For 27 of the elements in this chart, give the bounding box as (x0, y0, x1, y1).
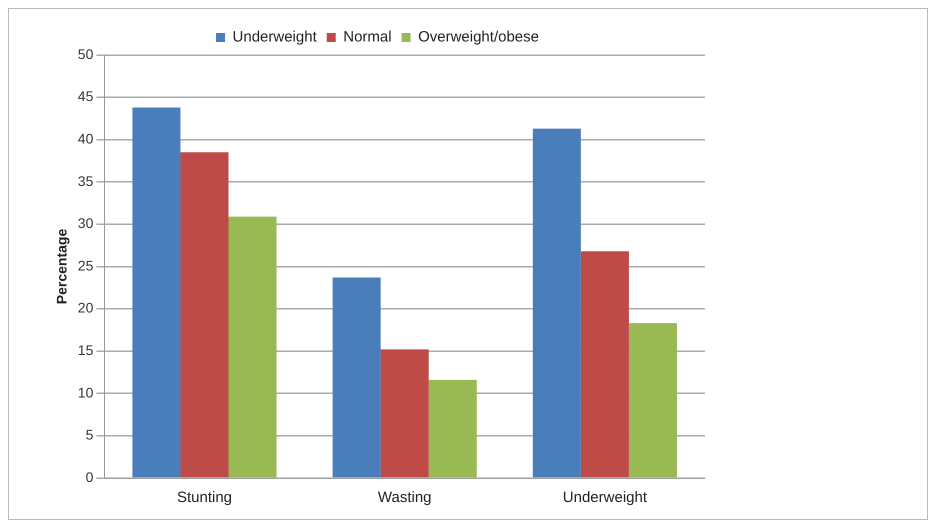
y-tick-label: 45 (78, 88, 94, 104)
y-tick-label: 25 (78, 257, 94, 274)
x-tick-label: Stunting (176, 489, 232, 506)
bar (332, 278, 381, 478)
y-tick-label: 0 (86, 468, 94, 485)
y-tick-label: 10 (78, 384, 94, 400)
legend-label: Normal (343, 28, 392, 46)
y-tick-label: 35 (78, 172, 94, 189)
y-tick-label: 15 (78, 342, 94, 358)
bar (228, 216, 277, 478)
y-tick-label: 20 (78, 300, 94, 316)
bar (628, 323, 677, 478)
y-tick-label: 40 (78, 130, 94, 146)
bar (580, 251, 629, 478)
bar (428, 380, 477, 478)
bar (380, 349, 429, 478)
x-tick-label: Wasting (378, 489, 432, 506)
x-tick-label: Underweight (562, 489, 648, 506)
bar (132, 107, 180, 478)
bar (180, 152, 228, 478)
legend-label: Overweight/obese (418, 28, 539, 46)
bar (532, 128, 581, 478)
y-tick-label: 5 (86, 426, 94, 443)
y-tick-label: 50 (78, 46, 94, 62)
legend-label: Underweight (232, 28, 318, 46)
y-tick-label: 30 (78, 215, 94, 232)
y-axis-title: Percentage (53, 228, 70, 304)
